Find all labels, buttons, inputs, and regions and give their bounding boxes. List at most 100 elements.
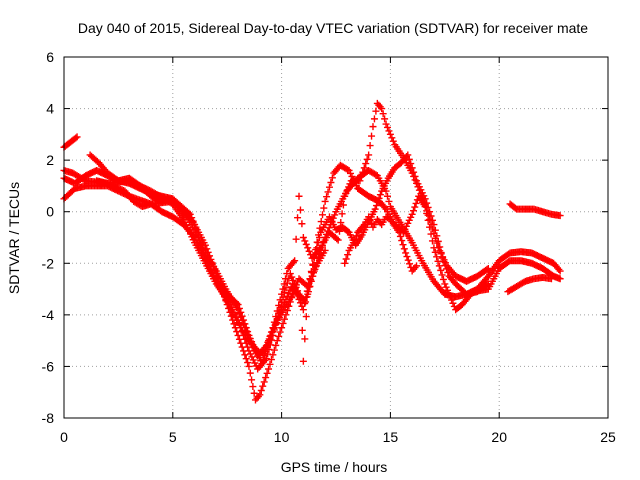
data-point [437,266,445,274]
data-point [365,213,373,221]
data-point [267,331,275,339]
data-point [230,320,238,328]
data-point [409,207,417,215]
data-point [408,169,416,177]
data-point [484,264,492,272]
y-tick-label: 0 [46,204,54,220]
data-point [415,186,423,194]
data-point [245,362,253,370]
data-point [428,225,436,233]
data-point [302,313,310,321]
data-point [333,235,341,243]
data-point [272,341,280,349]
data-point [268,328,276,336]
data-point [372,202,380,210]
data-point [556,212,564,220]
data-point [307,276,315,284]
data-point [414,183,422,191]
data-point [290,287,298,295]
data-point [556,275,564,283]
data-point [257,386,265,394]
data-point [262,342,270,350]
series-track-9 [60,166,329,360]
data-point [446,293,454,301]
data-point [321,246,329,254]
data-point [370,115,378,123]
data-point [439,275,447,283]
data-point [344,251,352,259]
series-track-4 [86,151,492,368]
data-point [378,105,386,113]
data-point [431,248,439,256]
y-tick-label: 6 [46,49,54,65]
data-point [338,210,346,218]
data-point [547,275,555,283]
data-point [386,130,394,138]
y-tick-label: 2 [46,152,54,168]
data-point [259,356,267,364]
data-point [297,295,305,303]
data-point [483,265,491,273]
data-markers [60,99,564,404]
data-point [305,279,313,287]
data-point [280,280,288,288]
data-point [308,272,316,280]
data-point [434,257,442,265]
data-point [266,360,274,368]
data-point [383,192,391,200]
data-point [385,197,393,205]
data-point [411,176,419,184]
data-point [275,332,283,340]
data-point [359,222,367,230]
data-point [323,193,331,201]
data-point [302,240,310,248]
data-point [295,192,303,200]
data-point [366,216,374,224]
data-point [423,207,431,215]
data-point [301,335,309,343]
y-tick-label: 4 [46,101,54,117]
data-point [260,378,268,386]
data-point [283,270,291,278]
data-point [234,306,242,314]
data-point [381,115,389,123]
data-point [438,271,446,279]
data-point [278,290,286,298]
data-point [352,232,360,240]
data-point [442,283,450,291]
data-point [276,296,284,304]
y-tick-label: -4 [42,307,55,323]
data-point [396,232,404,240]
data-point [289,258,297,266]
data-point [278,324,286,332]
data-point [269,351,277,359]
data-point [310,269,318,277]
data-point [241,351,249,359]
data-point [413,262,421,270]
data-point [421,203,429,211]
data-point [342,255,350,263]
data-point [424,211,432,219]
data-point [399,241,407,249]
data-point [349,239,357,247]
data-point [427,220,435,228]
data-point [258,360,266,368]
y-tick-label: -8 [42,410,55,426]
data-point [368,132,376,140]
data-point [339,201,347,209]
data-point [235,309,243,317]
data-point [389,137,397,145]
data-point [406,260,414,268]
x-tick-label: 5 [169,429,177,445]
data-point [556,267,564,275]
series-track-8 [504,273,555,296]
x-tick-label: 15 [383,429,399,445]
data-point [426,215,434,223]
data-point [270,346,278,354]
data-point [483,274,491,282]
data-point [305,247,313,255]
data-point [417,190,425,198]
data-point [357,172,365,180]
y-tick-label: -2 [42,255,55,271]
data-point [341,192,349,200]
